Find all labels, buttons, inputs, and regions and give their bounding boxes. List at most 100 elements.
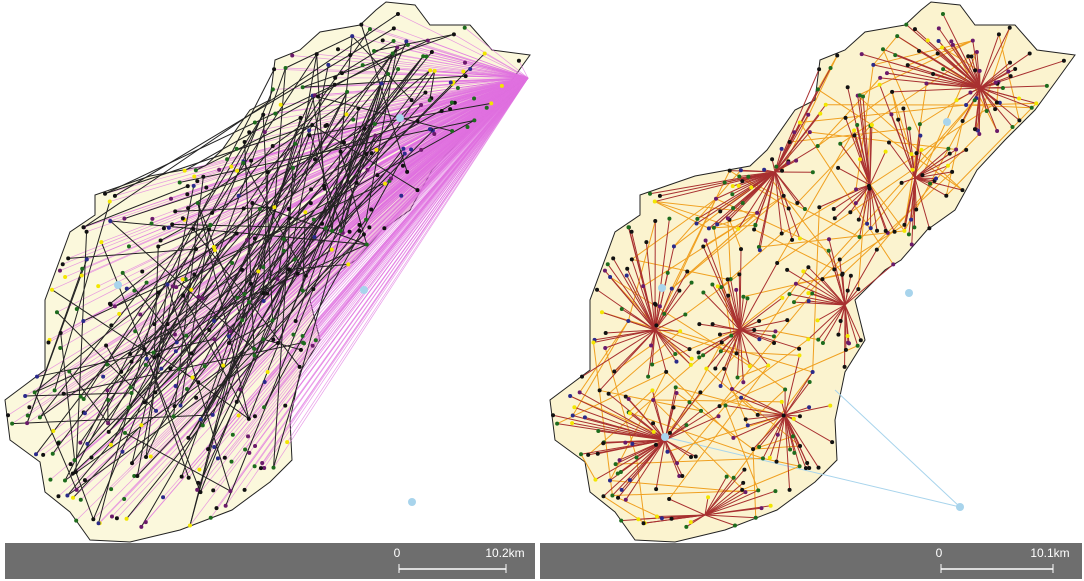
route-line: [272, 91, 348, 147]
flow-line: [350, 54, 529, 79]
location-point: [717, 404, 722, 409]
hub-line: [793, 301, 846, 306]
hub-line: [979, 87, 998, 132]
location-point: [785, 267, 790, 272]
flow-line: [426, 56, 529, 79]
location-point: [165, 322, 170, 327]
location-point: [840, 271, 845, 276]
location-point: [683, 312, 688, 317]
location-point: [606, 391, 611, 396]
hub-line: [579, 391, 666, 441]
location-point: [72, 458, 77, 463]
hub-line: [914, 165, 949, 179]
location-point: [836, 165, 841, 170]
location-point: [717, 332, 722, 337]
location-point: [760, 456, 765, 461]
location-point: [429, 49, 434, 54]
route-line: [367, 83, 453, 171]
location-point: [195, 179, 200, 184]
location-point: [448, 107, 453, 112]
hub-line: [817, 304, 846, 321]
location-point: [711, 225, 716, 230]
location-point: [345, 89, 350, 94]
location-point: [262, 405, 267, 410]
route-line: [184, 44, 409, 172]
hub-line: [654, 171, 776, 203]
scale-bar-panel: [5, 543, 535, 579]
hub-line: [719, 329, 741, 336]
location-point: [161, 495, 166, 500]
location-point: [722, 366, 727, 371]
flow-line: [254, 77, 529, 123]
hub-line: [654, 329, 692, 360]
route-line: [741, 465, 800, 491]
hub-line: [704, 469, 745, 516]
location-point: [256, 269, 261, 274]
location-point: [194, 247, 199, 252]
location-point: [148, 454, 153, 459]
flow-line: [286, 77, 529, 443]
location-point: [880, 47, 885, 52]
location-point: [293, 318, 298, 323]
location-point: [468, 66, 473, 71]
location-point: [696, 350, 701, 355]
hub-line: [619, 439, 666, 461]
hub-line: [965, 87, 981, 106]
location-point: [1008, 74, 1013, 79]
hub-line: [784, 371, 814, 416]
flow-line: [450, 77, 529, 83]
location-point: [449, 100, 454, 105]
hub-line: [704, 514, 736, 526]
route-line: [891, 91, 899, 120]
location-point: [286, 206, 291, 211]
location-point: [261, 112, 266, 117]
flow-line: [334, 77, 529, 86]
location-point: [931, 71, 936, 76]
location-point: [973, 68, 978, 73]
location-point: [827, 237, 832, 242]
location-point: [724, 474, 729, 479]
route-line: [945, 103, 1037, 197]
hub-line: [784, 405, 831, 416]
location-point: [866, 183, 871, 188]
flow-line: [264, 77, 529, 383]
location-point: [832, 267, 837, 272]
location-point: [762, 167, 767, 172]
route-line: [83, 185, 188, 228]
flow-line: [275, 77, 529, 115]
location-point: [815, 318, 820, 323]
location-point: [104, 343, 109, 348]
location-point: [919, 147, 924, 152]
location-point: [878, 75, 883, 80]
location-point: [741, 294, 746, 299]
hub-line: [979, 27, 1011, 89]
route-line: [153, 246, 159, 358]
location-point: [935, 51, 940, 56]
location-point: [324, 122, 329, 127]
route-line: [795, 274, 843, 285]
route-line: [180, 91, 348, 406]
hub-line: [839, 143, 871, 186]
hub-line: [655, 439, 666, 490]
hub-line: [654, 218, 670, 331]
location-point: [252, 353, 257, 358]
location-point: [41, 452, 46, 457]
hub-line: [774, 67, 831, 173]
route-line: [308, 130, 344, 233]
hub-line: [737, 171, 776, 230]
route-line: [723, 368, 749, 426]
route-line: [655, 198, 717, 326]
location-point: [196, 380, 201, 385]
route-line: [592, 342, 613, 496]
hub-line: [733, 414, 786, 439]
location-point: [252, 120, 257, 125]
location-point: [196, 294, 201, 299]
hub-line: [828, 239, 846, 306]
location-point: [687, 347, 692, 352]
hub-line: [837, 167, 871, 186]
location-point: [168, 366, 173, 371]
flow-line: [316, 53, 529, 79]
location-point: [347, 229, 352, 234]
location-point: [703, 238, 708, 243]
hub-line: [739, 329, 775, 337]
